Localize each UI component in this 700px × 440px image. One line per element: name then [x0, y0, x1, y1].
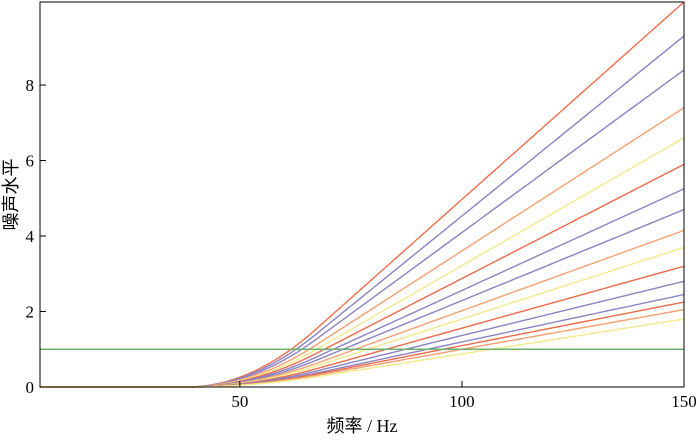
series-line-4	[40, 107, 685, 388]
axis-ticks: 50 100 150 0 2 4 6 8	[26, 76, 697, 411]
series-line-3	[40, 69, 685, 388]
series-line-10	[40, 246, 685, 388]
y-tick-label: 2	[26, 303, 35, 322]
x-tick-label: 50	[231, 392, 248, 411]
y-axis-label: 噪声水平	[1, 159, 21, 231]
x-axis-label: 频率 / Hz	[327, 416, 398, 436]
plot-frame	[39, 1, 685, 388]
y-tick-label: 8	[26, 76, 35, 95]
y-tick-label: 4	[26, 227, 35, 246]
chart-series-group	[40, 1, 685, 388]
y-tick-label: 0	[26, 378, 35, 397]
y-tick-label: 6	[26, 152, 35, 171]
x-tick-label: 100	[449, 392, 475, 411]
x-tick-label: 150	[671, 392, 697, 411]
series-line-6	[40, 163, 685, 388]
